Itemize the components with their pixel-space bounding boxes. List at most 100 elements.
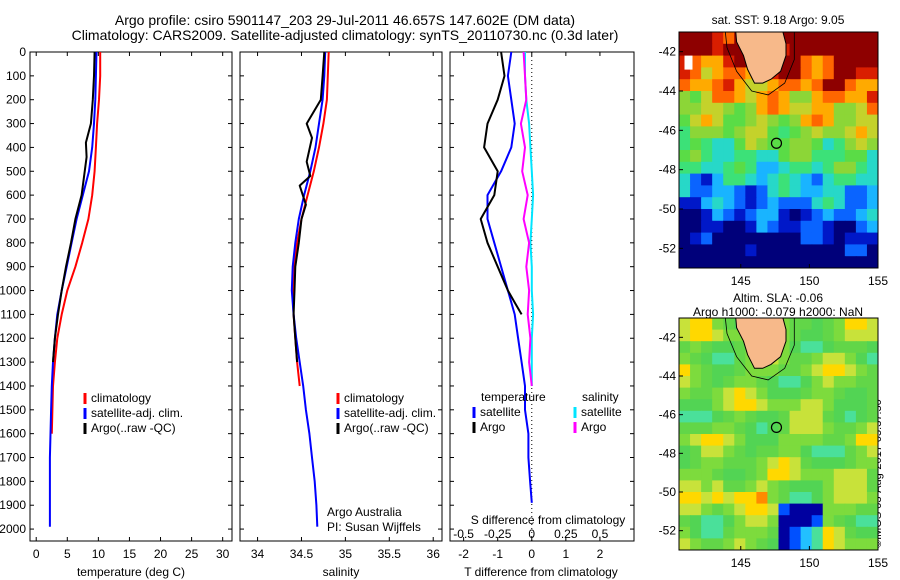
sla-map-cell [778,480,791,493]
sla-map-cell [844,364,857,377]
sla-map-cell [767,387,780,400]
sst-map-cell [855,161,868,175]
sst-map-cell [811,150,824,163]
sla-map-cell [679,538,691,550]
salinity-series-satellite-adj-clim- [290,51,327,527]
sla-map-cell [800,515,813,528]
sst-map-cell [833,43,846,57]
difference-temperature-legend-label: satellite [480,405,521,419]
sst-map-cell [778,244,791,257]
sst-map-cell [833,244,846,257]
sla-map-cell [800,445,813,458]
sla-map-cell [712,515,724,528]
sst-map-cell [811,161,824,175]
sla-map-cell [734,457,746,470]
sla-map-cell [844,515,857,528]
sst-map-cell [679,32,691,45]
sst-map-cell [701,102,713,116]
sla-map-cell [701,480,713,493]
sst-map-cell [822,185,835,198]
sst-map-cell [800,79,813,92]
sst-map-cell [734,114,746,127]
sla-map-cell [734,480,746,493]
sst-map-cell [767,173,780,186]
sla-map-cell [789,480,802,493]
sla-map-cell [778,434,791,447]
sst-map-cell [690,102,702,116]
sst-map-cell [690,244,702,257]
sla-map-cell [833,399,846,412]
sst-map-cell [756,185,769,198]
sst-map-cell [822,102,835,116]
sla-map-cell [833,318,846,331]
sst-map-cell [844,43,857,57]
difference-xtick-label: -2 [458,547,469,561]
sst-map-cell [745,150,757,163]
sst-map-cell [679,102,691,116]
sla-map-cell [756,399,769,412]
sst-map-cell [723,209,735,222]
sla-map-cell [690,329,702,342]
sla-map-cell [712,434,724,447]
sst-map-cell [811,114,824,127]
sst-map-cell [679,220,691,234]
sla-map-cell [833,364,846,377]
shelf-contour [724,32,795,96]
sla-map-cell [778,399,791,412]
difference-panel: -2 -1 0 1 2-0.5 -0.25 0 0.25 0.5temperaturesatel… [449,51,635,579]
sst-map-cell [767,244,780,257]
sla-map-cell [800,422,813,435]
sst-map-cell [844,197,857,210]
sla-map-cell [723,422,735,435]
sla-map-cell [833,515,846,528]
sla-map-cell [723,399,735,412]
sst-map-cell [866,150,878,163]
sla-map-cell [712,422,724,435]
sla-map-cell [767,364,780,377]
sla-map-cell [756,457,769,470]
sla-map-xtick-label: 145 [731,556,751,570]
sst-map-cell [745,220,757,234]
sla-map-cell [734,376,746,389]
sla-map-cell [866,538,878,550]
sla-map-cell [789,515,802,528]
sst-map-cell [723,91,735,104]
sst-map-cell [767,209,780,222]
sst-map-ytick-label: -42 [659,45,677,59]
difference-salinity-legend-label: Argo [581,420,607,434]
sla-map-cell [866,376,878,389]
sst-map-cell [690,173,702,186]
sla-map-cell [811,364,824,377]
sst-map-cell [833,55,846,68]
temperature-series-argo-raw-qc- [52,51,96,363]
sla-map-cell [789,329,802,342]
sst-map-cell [778,102,791,116]
sst-map-xtick-label: 150 [799,274,819,288]
sst-map-cell [734,91,746,104]
sst-map-cell [844,126,857,139]
sst-map-cell [800,114,813,127]
sst-map-cell [866,32,878,45]
sst-map-ytick-label: -44 [659,84,677,98]
sst-map-cell [767,161,780,175]
depth-ytick-label: 1600 [0,427,26,441]
sst-map-cell [712,150,724,163]
sst-map-cell [844,161,857,175]
sst-map-cell [866,114,878,127]
sst-map-cell [844,138,857,151]
sst-map-cell [844,102,857,116]
sla-map-cell [723,526,735,539]
sst-map-cell [756,126,769,139]
sst-map-cell [800,55,813,68]
sla-map-cell [723,515,735,528]
sla-map-cell [734,422,746,435]
sla-map-cell [789,410,802,423]
sla-map-cell [789,399,802,412]
sla-map-cell [701,399,713,412]
depth-ytick-label: 1900 [0,498,26,512]
sla-map-cell [690,503,702,516]
sla-map-cell [822,399,835,412]
difference-series-temperature-satellite [486,51,533,503]
sla-map-cell [690,538,702,550]
sst-map-cell [745,138,757,151]
